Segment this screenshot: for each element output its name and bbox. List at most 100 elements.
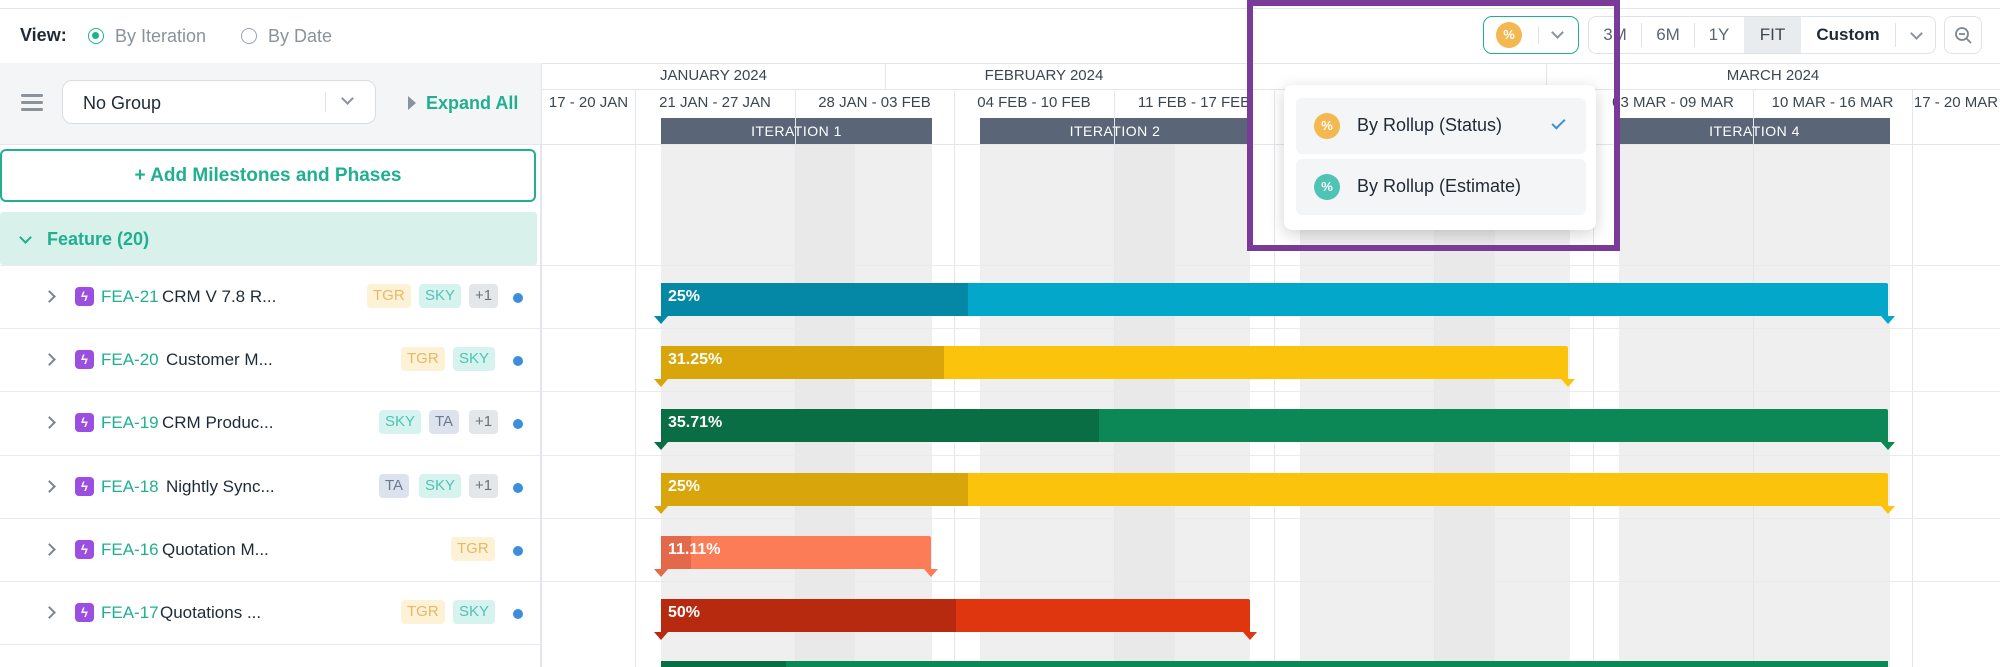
by-date-radio[interactable] xyxy=(241,28,257,44)
row-divider xyxy=(542,518,2000,519)
chevron-right-icon[interactable] xyxy=(43,606,56,619)
bar-progress-fill xyxy=(661,283,968,316)
status-dot xyxy=(513,419,523,429)
expand-all-button[interactable]: Expand All xyxy=(426,93,519,113)
feature-row[interactable]: ϟ FEA-16 Quotation M... TGR xyxy=(0,518,541,581)
month-divider xyxy=(885,63,886,89)
bar-percent-label: 25% xyxy=(668,288,701,305)
range-1y-button[interactable]: 1Y xyxy=(1708,25,1730,44)
chevron-right-icon[interactable] xyxy=(43,480,56,493)
feature-row[interactable]: ϟ FEA-21 CRM V 7.8 R... +1 SKY TGR xyxy=(0,265,541,328)
menu-item-rollup-estimate[interactable]: % By Rollup (Estimate) xyxy=(1296,159,1586,215)
feature-bar[interactable] xyxy=(661,661,1888,667)
chevron-right-icon[interactable] xyxy=(43,543,56,556)
tag-more: +1 xyxy=(469,474,499,498)
tag-tgr: TGR xyxy=(401,347,445,371)
week-gridline xyxy=(1593,89,1594,667)
bar-start-marker xyxy=(654,379,668,387)
range-fit-button[interactable]: FIT xyxy=(1744,17,1801,53)
menu-item-label: By Rollup (Status) xyxy=(1357,115,1503,135)
row-divider xyxy=(542,391,2000,392)
iteration-header: ITERATION 4 xyxy=(1619,118,1890,144)
status-dot xyxy=(513,546,523,556)
tag-sky: SKY xyxy=(453,600,496,624)
dropdown-caret xyxy=(1555,76,1575,86)
bar-start-marker xyxy=(654,632,668,640)
bar-percent-label: 11.11% xyxy=(668,541,721,558)
feature-bar[interactable]: 50% xyxy=(654,599,1257,640)
zoom-button[interactable] xyxy=(1944,16,1982,54)
row-divider xyxy=(0,328,541,329)
tag-more: +1 xyxy=(469,410,499,434)
feature-bar[interactable]: 35.71% xyxy=(654,409,1895,450)
feature-icon: ϟ xyxy=(75,287,94,306)
top-edge xyxy=(0,0,2000,9)
by-date-label[interactable]: By Date xyxy=(268,26,333,46)
feature-group-row[interactable] xyxy=(0,212,537,265)
feature-bar[interactable]: 31.25% xyxy=(654,346,1575,387)
add-milestones-button[interactable]: + Add Milestones and Phases xyxy=(0,149,536,202)
by-iteration-label[interactable]: By Iteration xyxy=(115,26,207,46)
row-divider xyxy=(0,518,541,519)
chevron-right-icon[interactable] xyxy=(43,290,56,303)
divider xyxy=(1895,23,1896,47)
feature-bar[interactable]: 25% xyxy=(654,473,1895,514)
row-divider xyxy=(0,265,541,266)
zoom-out-icon xyxy=(1955,27,1972,44)
feature-key[interactable]: FEA-21 xyxy=(101,287,159,306)
week-label: 04 FEB - 10 FEB xyxy=(977,94,1091,111)
feature-icon: ϟ xyxy=(75,540,94,559)
bar-end-marker xyxy=(924,569,938,577)
bar-percent-label: 35.71% xyxy=(668,414,723,431)
bar-start-marker xyxy=(654,506,668,514)
feature-key[interactable]: FEA-16 xyxy=(101,540,159,559)
week-label: 11 FEB - 17 FEB xyxy=(1137,94,1251,111)
week-label: 10 MAR - 16 MAR xyxy=(1771,94,1894,111)
status-dot xyxy=(513,609,523,619)
feature-row[interactable]: ϟ FEA-18 Nightly Sync... +1 SKY TA xyxy=(0,455,541,518)
chevron-down-icon[interactable] xyxy=(1910,27,1923,40)
range-custom-button[interactable]: Custom xyxy=(1816,25,1880,44)
menu-item-rollup-status[interactable]: % By Rollup (Status) xyxy=(1296,98,1586,154)
bar-progress-fill xyxy=(661,599,956,632)
week-shade xyxy=(1115,144,1175,667)
bar-end-marker xyxy=(1881,506,1895,514)
header-divider xyxy=(542,89,2000,90)
highlight-frame xyxy=(1247,0,1620,251)
expand-triangle-icon xyxy=(408,96,416,110)
feature-bar[interactable]: 25% xyxy=(654,283,1895,324)
feature-row[interactable]: ϟ FEA-20 Customer M... SKY TGR xyxy=(0,328,541,391)
percent-icon: % xyxy=(1314,113,1340,139)
tag-sky: SKY xyxy=(419,474,462,498)
divider xyxy=(1538,26,1539,44)
feature-key[interactable]: FEA-18 xyxy=(101,477,159,496)
feature-row[interactable]: ϟ FEA-19 CRM Produc... +1 TA SKY xyxy=(0,391,541,454)
range-6m-button[interactable]: 6M xyxy=(1656,25,1680,44)
feature-icon: ϟ xyxy=(75,350,94,369)
feature-icon: ϟ xyxy=(75,603,94,622)
week-label: 17 - 20 JAN xyxy=(548,94,629,111)
feature-name: Nightly Sync... xyxy=(166,477,275,496)
chevron-right-icon[interactable] xyxy=(43,353,56,366)
row-divider xyxy=(0,644,541,645)
feature-name: Customer M... xyxy=(166,350,273,369)
divider xyxy=(1694,23,1695,47)
feature-name: Quotation M... xyxy=(162,540,269,559)
row-divider xyxy=(542,328,2000,329)
status-dot xyxy=(513,293,523,303)
week-shade xyxy=(795,144,855,667)
group-name: Feature xyxy=(47,229,113,249)
by-iteration-radio[interactable] xyxy=(88,28,104,44)
feature-row[interactable]: ϟ FEA-17 Quotations ... SKY TGR xyxy=(0,581,541,644)
feature-key[interactable]: FEA-17 xyxy=(101,603,159,622)
month-label: JANUARY 2024 xyxy=(659,67,767,84)
chevron-right-icon[interactable] xyxy=(43,416,56,429)
group-by-select[interactable]: No Group xyxy=(62,80,376,124)
group-select-value: No Group xyxy=(83,93,162,113)
feature-key[interactable]: FEA-20 xyxy=(101,350,159,369)
percent-icon: % xyxy=(1314,174,1340,200)
feature-bar[interactable]: 11.11% xyxy=(654,536,938,577)
feature-key[interactable]: FEA-19 xyxy=(101,413,159,432)
menu-icon[interactable] xyxy=(21,94,43,115)
progress-mode-dropdown[interactable]: % xyxy=(1483,16,1579,54)
